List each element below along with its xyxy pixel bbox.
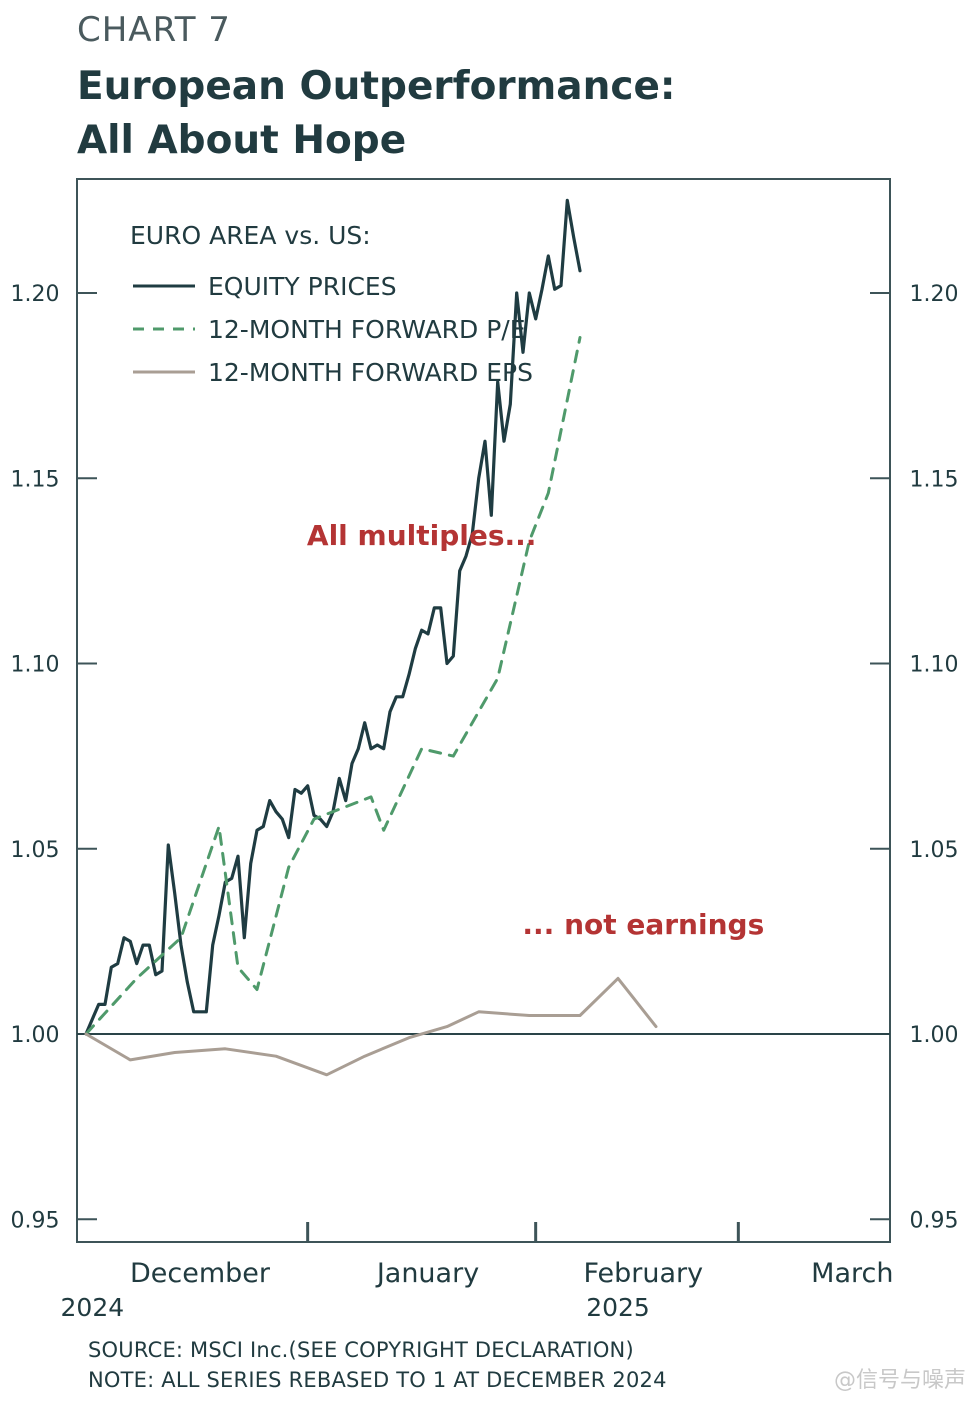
x-tick-label: March: [811, 1258, 893, 1289]
y-tick-label-right: 0.95: [910, 1208, 959, 1233]
chart-annotation: ... not earnings: [522, 908, 764, 941]
x-tick-label: February: [584, 1258, 704, 1289]
y-tick-label-right: 1.10: [910, 653, 959, 678]
y-tick-label-right: 1.20: [910, 282, 959, 307]
legend-label: 12-MONTH FORWARD P/E: [208, 315, 526, 344]
x-tick-label: December: [130, 1258, 271, 1289]
y-tick-label-left: 1.15: [11, 467, 60, 492]
y-tick-label-left: 1.05: [11, 838, 60, 863]
y-tick-label-right: 1.05: [910, 838, 959, 863]
y-tick-label-left: 1.10: [11, 653, 60, 678]
plot-frame: [76, 178, 891, 1243]
chart-number: CHART 7: [77, 10, 231, 50]
y-tick-label-left: 0.95: [11, 1208, 60, 1233]
watermark: @信号与噪声: [833, 1368, 966, 1393]
y-tick-label-right: 1.15: [910, 467, 959, 492]
series-line-forward-pe: [84, 336, 582, 1036]
y-tick-label-right: 1.00: [910, 1023, 959, 1048]
legend-label: 12-MONTH FORWARD EPS: [208, 358, 533, 387]
series-line-forward-eps: [84, 976, 658, 1077]
x-year-label: 2025: [586, 1293, 650, 1322]
chart-title-line-1: European Outperformance:: [77, 64, 676, 109]
legend-title: EURO AREA vs. US:: [130, 221, 371, 250]
chart-title-line-2: All About Hope: [77, 118, 407, 163]
source-note: SOURCE: MSCI Inc.(SEE COPYRIGHT DECLARAT…: [88, 1338, 634, 1362]
x-tick-label: January: [375, 1258, 479, 1289]
legend-label: EQUITY PRICES: [208, 272, 397, 301]
rebase-note: NOTE: ALL SERIES REBASED TO 1 AT DECEMBE…: [88, 1368, 667, 1392]
x-year-label: 2024: [61, 1293, 125, 1322]
y-tick-label-left: 1.20: [11, 282, 60, 307]
y-tick-label-left: 1.00: [11, 1023, 60, 1048]
chart-annotation: All multiples...: [307, 519, 537, 552]
chart-title: European Outperformance: All About Hope: [77, 60, 676, 168]
